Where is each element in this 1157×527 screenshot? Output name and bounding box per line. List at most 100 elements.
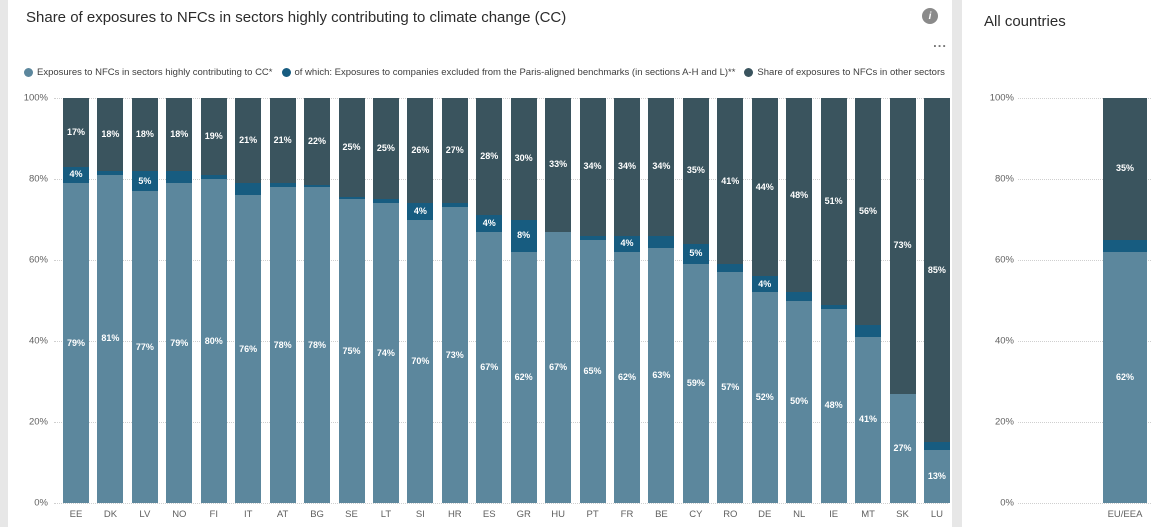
segment[interactable] <box>269 183 296 188</box>
segment[interactable] <box>855 324 882 337</box>
segment[interactable] <box>338 197 365 200</box>
segment[interactable] <box>820 304 847 309</box>
segment[interactable]: 25% <box>372 98 399 200</box>
segment[interactable] <box>235 183 262 196</box>
bar-hr[interactable]: 27% 73% <box>441 98 468 503</box>
legend-item-excluded-paris[interactable]: of which: Exposures to companies exclude… <box>281 67 735 78</box>
segment[interactable]: 48% <box>820 308 847 503</box>
segment[interactable]: 41% <box>717 98 744 265</box>
bar-lu[interactable]: 85% 13% <box>923 98 950 503</box>
segment[interactable]: 50% <box>786 300 813 503</box>
segment[interactable] <box>923 442 950 451</box>
bar-sk[interactable]: 73% 27% <box>889 98 916 503</box>
segment[interactable]: 79% <box>166 183 193 503</box>
segment[interactable]: 48% <box>786 98 813 293</box>
bar-se[interactable]: 25% 75% <box>338 98 365 503</box>
segment[interactable]: 67% <box>476 231 503 503</box>
segment[interactable]: 25% <box>338 98 365 198</box>
bar-de[interactable]: 44% 4% 52% <box>751 98 778 503</box>
segment[interactable]: 59% <box>682 264 709 503</box>
bar-ie[interactable]: 51% 48% <box>820 98 847 503</box>
segment[interactable] <box>200 174 227 179</box>
segment[interactable]: 76% <box>235 195 262 503</box>
bar-dk[interactable]: 18% 81% <box>97 98 124 503</box>
segment[interactable]: 70% <box>407 219 434 503</box>
segment[interactable]: 78% <box>304 187 331 503</box>
segment[interactable]: 62% <box>510 251 537 503</box>
segment[interactable] <box>166 170 193 184</box>
info-icon[interactable]: i <box>922 8 938 24</box>
segment[interactable]: 41% <box>855 336 882 503</box>
segment[interactable]: 34% <box>579 98 606 236</box>
bar-gr[interactable]: 30% 8% 62% <box>510 98 537 503</box>
segment[interactable]: 57% <box>717 272 744 503</box>
segment[interactable]: 73% <box>441 207 468 503</box>
bar-si[interactable]: 26% 4% 70% <box>407 98 434 503</box>
segment[interactable] <box>717 264 744 273</box>
segment[interactable]: 13% <box>923 450 950 503</box>
segment[interactable] <box>786 292 813 301</box>
segment[interactable] <box>1103 239 1147 252</box>
segment[interactable]: 18% <box>166 98 193 171</box>
segment[interactable] <box>648 235 675 248</box>
segment[interactable]: 8% <box>510 219 537 252</box>
bar-cy[interactable]: 35% 5% 59% <box>682 98 709 503</box>
segment[interactable]: 4% <box>751 276 778 293</box>
segment[interactable]: 79% <box>63 183 89 503</box>
segment[interactable]: 18% <box>131 98 158 171</box>
legend-item-highly-contributing[interactable]: Exposures to NFCs in sectors highly cont… <box>24 67 273 78</box>
segment[interactable]: 34% <box>614 98 640 236</box>
segment[interactable]: 27% <box>889 393 916 503</box>
bar-no[interactable]: 18% 79% <box>166 98 193 503</box>
segment[interactable]: 62% <box>1103 251 1147 503</box>
segment[interactable]: 80% <box>200 179 227 503</box>
bar-bg[interactable]: 22% 78% <box>304 98 331 503</box>
segment[interactable]: 19% <box>200 98 227 175</box>
bar-hu[interactable]: 33% 67% <box>545 98 572 503</box>
bar-eueea[interactable]: 35% 62% <box>1103 98 1147 503</box>
segment[interactable]: 34% <box>648 98 675 236</box>
segment[interactable]: 26% <box>407 98 434 204</box>
segment[interactable]: 56% <box>855 98 882 325</box>
segment[interactable]: 51% <box>820 98 847 305</box>
segment[interactable]: 4% <box>407 203 434 220</box>
segment[interactable]: 17% <box>63 98 89 167</box>
bar-fr[interactable]: 34% 4% 62% <box>614 98 640 503</box>
segment[interactable]: 74% <box>372 203 399 503</box>
bar-pt[interactable]: 34% 65% <box>579 98 606 503</box>
legend-item-other-sectors[interactable]: Share of exposures to NFCs in other sect… <box>744 67 945 78</box>
bar-lv[interactable]: 18% 5% 77% <box>131 98 158 503</box>
segment[interactable] <box>579 235 606 240</box>
segment[interactable]: 5% <box>682 243 709 265</box>
segment[interactable]: 22% <box>304 98 331 186</box>
bar-nl[interactable]: 48% 50% <box>786 98 813 503</box>
segment[interactable] <box>304 185 331 188</box>
bar-be[interactable]: 34% 63% <box>648 98 675 503</box>
segment[interactable]: 67% <box>545 231 572 503</box>
segment[interactable]: 4% <box>614 235 640 252</box>
segment[interactable]: 30% <box>510 98 537 220</box>
segment[interactable]: 62% <box>614 251 640 503</box>
bar-ee[interactable]: 17% 4% 79% <box>63 98 89 503</box>
segment[interactable]: 35% <box>682 98 709 244</box>
segment[interactable]: 52% <box>751 292 778 503</box>
segment[interactable]: 78% <box>269 187 296 503</box>
segment[interactable]: 4% <box>63 166 89 184</box>
segment[interactable]: 4% <box>476 215 503 232</box>
segment[interactable]: 85% <box>923 98 950 443</box>
segment[interactable]: 35% <box>1103 98 1147 240</box>
segment[interactable]: 63% <box>648 247 675 503</box>
bar-ro[interactable]: 41% 57% <box>717 98 744 503</box>
segment[interactable] <box>441 203 468 208</box>
bar-at[interactable]: 21% 78% <box>269 98 296 503</box>
segment[interactable]: 65% <box>579 239 606 503</box>
bar-fi[interactable]: 19% 80% <box>200 98 227 503</box>
segment[interactable] <box>97 170 124 175</box>
segment[interactable]: 77% <box>131 191 158 503</box>
segment[interactable]: 18% <box>97 98 124 171</box>
bar-it[interactable]: 21% 76% <box>235 98 262 503</box>
segment[interactable]: 44% <box>751 98 778 277</box>
segment[interactable]: 27% <box>441 98 468 204</box>
segment[interactable]: 5% <box>131 170 158 192</box>
bar-mt[interactable]: 56% 41% <box>855 98 882 503</box>
